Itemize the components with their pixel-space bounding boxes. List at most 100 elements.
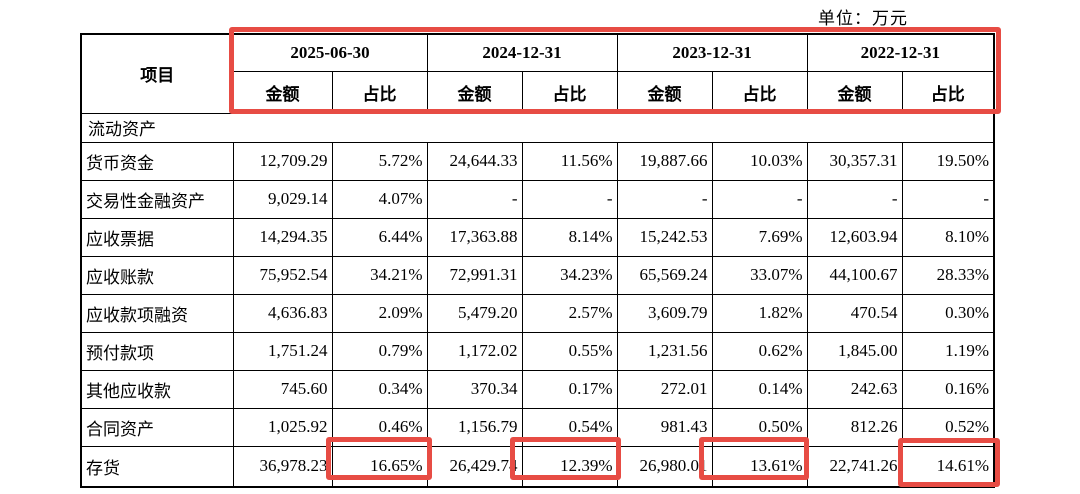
ratio-cell: 5.72%	[331, 141, 428, 181]
amount-cell: 12,603.94	[806, 217, 903, 257]
subheader-ratio: 占比	[901, 70, 995, 114]
amount-cell: 1,172.02	[426, 331, 523, 371]
column-header-period-2024-12-31: 2024-12-31	[426, 33, 618, 72]
table-row: 交易性金融资产 9,029.14 4.07% - - - - - -	[80, 179, 995, 219]
ratio-cell: 0.50%	[711, 407, 808, 447]
table-row: 应收票据 14,294.35 6.44% 17,363.88 8.14% 15,242.5…	[80, 217, 995, 257]
column-header-period-2025-06-30: 2025-06-30	[232, 33, 428, 72]
ratio-cell: 34.23%	[521, 255, 618, 295]
amount-cell: 812.26	[806, 407, 903, 447]
subheader-amount: 金额	[806, 70, 903, 114]
ratio-cell: 0.46%	[331, 407, 428, 447]
amount-cell: 14,294.35	[232, 217, 333, 257]
amount-cell: 17,363.88	[426, 217, 523, 257]
item-cell: 预付款项	[80, 331, 234, 371]
amount-cell: 1,156.79	[426, 407, 523, 447]
amount-cell: 4,636.83	[232, 293, 333, 333]
amount-cell: -	[426, 179, 523, 219]
ratio-cell: 0.16%	[901, 369, 995, 409]
section-row-current-assets: 流动资产	[80, 112, 995, 143]
ratio-cell: 0.79%	[331, 331, 428, 371]
ratio-cell: 0.54%	[521, 407, 618, 447]
column-header-period-2023-12-31: 2023-12-31	[616, 33, 808, 72]
amount-cell: 1,845.00	[806, 331, 903, 371]
table-body: 流动资产 货币资金 12,709.29 5.72% 24,644.33 11.56% 19,…	[80, 112, 995, 488]
ratio-cell: 0.34%	[331, 369, 428, 409]
amount-cell: 75,952.54	[232, 255, 333, 295]
subheader-ratio: 占比	[711, 70, 808, 114]
ratio-cell: 28.33%	[901, 255, 995, 295]
amount-cell: 26,980.01	[616, 445, 713, 488]
amount-cell: 745.60	[232, 369, 333, 409]
item-cell: 货币资金	[80, 141, 234, 181]
ratio-cell: 19.50%	[901, 141, 995, 181]
table-row: 合同资产 1,025.92 0.46% 1,156.79 0.54% 981.43 0.50…	[80, 407, 995, 447]
subheader-amount: 金额	[426, 70, 523, 114]
ratio-cell: 1.82%	[711, 293, 808, 333]
amount-cell: -	[806, 179, 903, 219]
amount-cell: 9,029.14	[232, 179, 333, 219]
ratio-cell: -	[521, 179, 618, 219]
ratio-cell: 6.44%	[331, 217, 428, 257]
table-row: 存货 36,978.23 16.65% 26,429.74 12.39% 26,980.0…	[80, 445, 995, 488]
column-header-period-2022-12-31: 2022-12-31	[806, 33, 995, 72]
ratio-cell: 11.56%	[521, 141, 618, 181]
ratio-cell: 13.61%	[711, 445, 808, 488]
amount-cell: 19,887.66	[616, 141, 713, 181]
ratio-cell: 33.07%	[711, 255, 808, 295]
table-row: 预付款项 1,751.24 0.79% 1,172.02 0.55% 1,231.56 0.…	[80, 331, 995, 371]
ratio-cell: 7.69%	[711, 217, 808, 257]
amount-cell: 3,609.79	[616, 293, 713, 333]
ratio-cell: 0.14%	[711, 369, 808, 409]
ratio-cell: 1.19%	[901, 331, 995, 371]
amount-cell: 72,991.31	[426, 255, 523, 295]
amount-cell: 15,242.53	[616, 217, 713, 257]
table-row: 应收款项融资 4,636.83 2.09% 5,479.20 2.57% 3,609.79…	[80, 293, 995, 333]
ratio-cell: -	[901, 179, 995, 219]
amount-cell: 36,978.23	[232, 445, 333, 488]
ratio-cell: 8.10%	[901, 217, 995, 257]
column-header-item: 项目	[80, 33, 234, 114]
amount-cell: 30,357.31	[806, 141, 903, 181]
ratio-cell: 0.55%	[521, 331, 618, 371]
ratio-cell: 2.57%	[521, 293, 618, 333]
item-cell: 其他应收款	[80, 369, 234, 409]
item-cell: 合同资产	[80, 407, 234, 447]
amount-cell: 65,569.24	[616, 255, 713, 295]
header-row-subcolumns: 金额 占比 金额 占比 金额 占比 金额 占比	[81, 70, 995, 114]
ratio-cell: 16.65%	[331, 445, 428, 488]
header-row-periods: 项目 2025-06-30 2024-12-31 2023-12-31 2022…	[80, 33, 995, 114]
amount-cell: 370.34	[426, 369, 523, 409]
amount-cell: 24,644.33	[426, 141, 523, 181]
financial-table: 项目 2025-06-30 2024-12-31 2023-12-31 2022…	[80, 33, 996, 488]
subheader-ratio: 占比	[521, 70, 618, 114]
subheader-ratio: 占比	[331, 70, 428, 114]
amount-cell: 1,231.56	[616, 331, 713, 371]
amount-cell: 44,100.67	[806, 255, 903, 295]
amount-cell: 272.01	[616, 369, 713, 409]
ratio-cell: 4.07%	[331, 179, 428, 219]
ratio-cell: 0.17%	[521, 369, 618, 409]
ratio-cell: 2.09%	[331, 293, 428, 333]
item-cell: 交易性金融资产	[80, 179, 234, 219]
amount-cell: 1,751.24	[232, 331, 333, 371]
table-row: 应收账款 75,952.54 34.21% 72,991.31 34.23% 65,569…	[80, 255, 995, 295]
ratio-cell: 34.21%	[331, 255, 428, 295]
amount-cell: 12,709.29	[232, 141, 333, 181]
ratio-cell: -	[711, 179, 808, 219]
ratio-cell: 0.62%	[711, 331, 808, 371]
amount-cell: 22,741.26	[806, 445, 903, 488]
subheader-amount: 金额	[232, 70, 333, 114]
item-cell: 应收账款	[80, 255, 234, 295]
amount-cell: 26,429.74	[426, 445, 523, 488]
ratio-cell: 8.14%	[521, 217, 618, 257]
ratio-cell: 0.52%	[901, 407, 995, 447]
ratio-cell: 10.03%	[711, 141, 808, 181]
item-cell: 应收票据	[80, 217, 234, 257]
ratio-cell: 12.39%	[521, 445, 618, 488]
ratio-cell: 0.30%	[901, 293, 995, 333]
table-row: 货币资金 12,709.29 5.72% 24,644.33 11.56% 19,887.…	[80, 141, 995, 181]
item-cell: 应收款项融资	[80, 293, 234, 333]
amount-cell: 1,025.92	[232, 407, 333, 447]
amount-cell: 5,479.20	[426, 293, 523, 333]
